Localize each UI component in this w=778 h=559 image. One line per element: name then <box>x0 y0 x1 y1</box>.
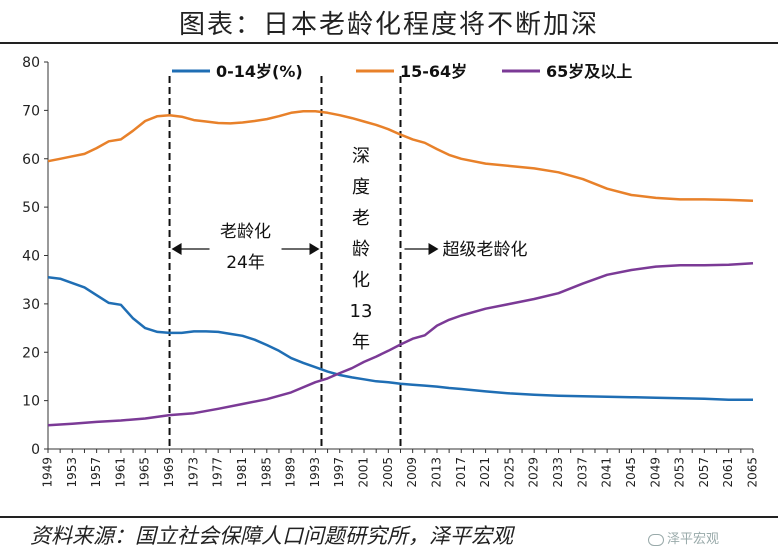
x-tick-label: 2045 <box>624 457 638 488</box>
y-tick-label: 80 <box>22 55 40 71</box>
arrow-head-left <box>171 243 182 255</box>
annotation-middle-char: 龄 <box>352 239 370 260</box>
x-tick-label: 2065 <box>746 457 760 488</box>
legend-label-0: 0-14岁(%) <box>216 62 303 81</box>
annotation-left-2: 24年 <box>226 253 265 273</box>
x-tick-label: 2041 <box>600 457 614 488</box>
legend-label-2: 65岁及以上 <box>546 62 632 81</box>
y-tick-label: 20 <box>22 345 40 361</box>
x-tick-label: 1997 <box>332 457 346 488</box>
x-tick-label: 2025 <box>502 457 516 488</box>
annotation-bg <box>209 216 282 274</box>
source-note: 资料来源：国立社会保障人口问题研究所，泽平宏观 <box>30 524 513 548</box>
x-tick-label: 1977 <box>211 457 225 488</box>
x-tick-label: 1989 <box>284 457 298 488</box>
y-tick-label: 50 <box>22 200 40 216</box>
x-tick-label: 1957 <box>89 457 103 488</box>
annotation-middle-char: 度 <box>352 177 370 198</box>
watermark-text: 泽平宏观 <box>667 532 720 547</box>
y-tick-label: 60 <box>22 152 40 168</box>
annotation-middle-char: 化 <box>352 270 370 291</box>
x-tick-label: 2057 <box>697 457 711 488</box>
line-chart: 0 10 20 30 40 50 60 70 80 1949 1953 1957 1961 1965 196… <box>22 55 760 488</box>
x-tick-label: 1981 <box>235 457 249 488</box>
x-tick-label: 1985 <box>259 457 273 488</box>
annotation-middle-char: 老 <box>352 208 370 229</box>
x-tick-label: 2061 <box>721 457 735 488</box>
watermark: 泽平宏观 <box>648 528 719 547</box>
x-tick-label: 1953 <box>65 457 79 488</box>
annotation-right: 超级老龄化 <box>443 240 528 260</box>
page-title: 图表：日本老龄化程度将不断加深 <box>178 10 599 40</box>
x-tick-label: 1969 <box>162 457 176 488</box>
title-rule <box>0 42 778 44</box>
annotation-middle-char: 13 <box>350 301 373 322</box>
y-tick-label: 70 <box>22 103 40 119</box>
y-tick-label: 40 <box>22 249 40 265</box>
x-tick-label: 1993 <box>308 457 322 488</box>
x-tick-label: 2009 <box>405 457 419 488</box>
x-tick-label: 1949 <box>41 457 55 488</box>
x-tick-label: 2021 <box>478 457 492 488</box>
y-tick-label: 30 <box>22 297 40 313</box>
annotation-left-1: 老龄化 <box>220 222 271 242</box>
legend-label-1: 15-64岁 <box>400 62 467 81</box>
y-tick-label: 10 <box>22 394 40 410</box>
y-tick-label: 0 <box>31 442 40 458</box>
x-tick-label: 2033 <box>551 457 565 488</box>
x-tick-label: 2005 <box>381 457 395 488</box>
annotation-middle-char: 年 <box>352 332 370 353</box>
x-tick-label: 2037 <box>575 457 589 488</box>
arrow-head-right <box>309 243 320 255</box>
footer-rule <box>0 516 778 518</box>
series-line-2 <box>47 261 754 427</box>
x-tick-label: 2001 <box>357 457 371 488</box>
x-tick-label: 1973 <box>186 457 200 488</box>
chat-icon <box>648 533 664 546</box>
x-tick-label: 2049 <box>648 457 662 488</box>
x-tick-label: 2029 <box>527 457 541 488</box>
annotation-middle-char: 深 <box>352 146 370 167</box>
arrow-head-right-2 <box>428 243 439 255</box>
x-tick-label: 2013 <box>429 457 443 488</box>
series-line-0 <box>47 276 753 401</box>
x-tick-label: 2053 <box>673 457 687 488</box>
series-line-1 <box>47 110 754 203</box>
x-tick-label: 1965 <box>138 457 152 488</box>
x-tick-label: 1961 <box>113 457 127 488</box>
x-tick-label: 2017 <box>454 457 468 488</box>
